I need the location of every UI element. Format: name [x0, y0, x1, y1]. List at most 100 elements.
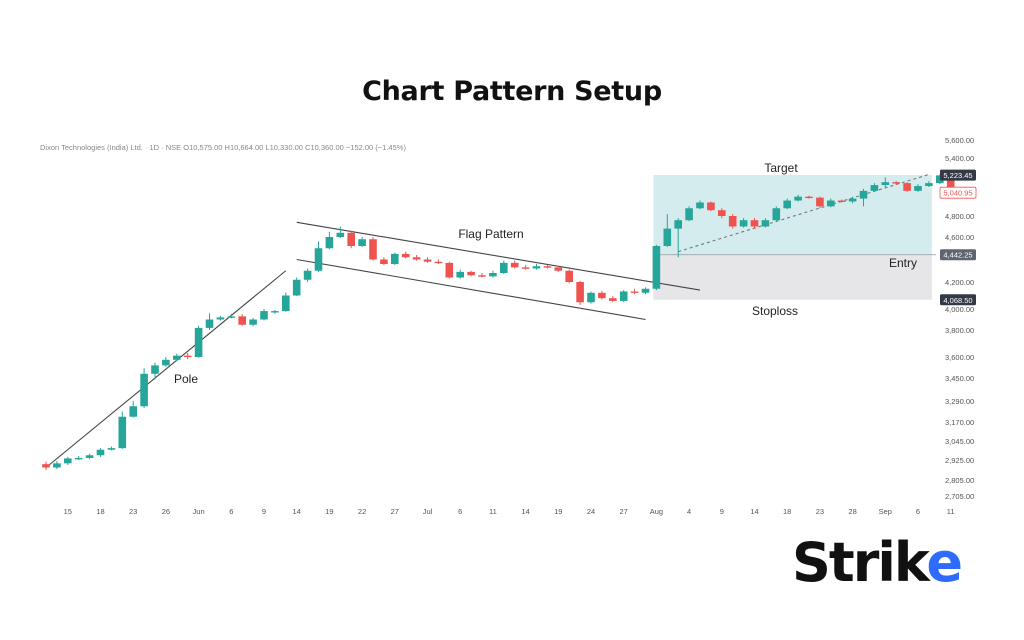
candle	[183, 352, 192, 360]
candle	[859, 188, 868, 207]
target-label: Target	[764, 161, 798, 175]
x-tick-label: 27	[620, 507, 628, 516]
price-tag-label: 5,223.45	[943, 171, 972, 180]
candle	[423, 257, 432, 263]
candle-body	[805, 196, 813, 199]
candle	[118, 411, 127, 449]
candle-body	[696, 202, 704, 209]
candle	[194, 325, 203, 358]
candle-body	[325, 237, 334, 249]
candle	[532, 264, 541, 270]
annotation-layer: Pole Flag Pattern Target Entry Stoploss	[174, 161, 917, 386]
candle	[892, 181, 900, 186]
candle	[336, 226, 345, 239]
y-tick-label: 4,200.00	[945, 278, 974, 287]
pole-label: Pole	[174, 372, 198, 386]
candle	[489, 270, 497, 278]
candle	[598, 290, 606, 300]
candle	[358, 237, 366, 248]
candle-body	[412, 257, 421, 260]
candle-body	[227, 316, 236, 318]
candle-body	[685, 208, 693, 221]
candle-body	[489, 273, 497, 277]
candle	[391, 252, 399, 266]
candle	[292, 277, 301, 297]
axis-layer: 15 18 23 26 Jun 6 9 14 19 22 27 Jul 6 11 14 19 24 27 Aug 4 9…	[64, 136, 977, 516]
price-tag: 5,040.95	[939, 186, 977, 199]
brand-logo: Strike	[792, 536, 963, 590]
candle-body	[827, 200, 835, 207]
candle	[718, 208, 726, 219]
candle-body	[271, 311, 279, 313]
candle	[129, 401, 137, 418]
candle	[848, 196, 857, 204]
candle	[510, 260, 519, 269]
candle	[783, 198, 791, 210]
price-tag-label: 4,068.50	[943, 296, 972, 305]
candle	[554, 265, 563, 272]
candle-body	[903, 183, 911, 191]
candle	[914, 184, 922, 192]
candle-body	[881, 182, 890, 186]
candle	[543, 265, 552, 269]
candle	[663, 214, 672, 248]
candle-body	[96, 449, 105, 456]
x-tick-label: 14	[750, 507, 758, 516]
x-tick-label: 28	[848, 507, 856, 516]
candle-body	[707, 202, 715, 211]
candle-body	[565, 270, 573, 282]
entry-label: Entry	[889, 256, 917, 270]
candle-body	[336, 232, 345, 237]
price-tag: 4,442.25	[940, 249, 976, 261]
stoploss-label: Stoploss	[752, 304, 798, 318]
pole-trendline	[45, 270, 287, 468]
candle-body	[467, 271, 475, 276]
candle-body	[107, 448, 116, 450]
candle	[696, 200, 704, 210]
candle-body	[543, 266, 552, 268]
candle-body	[216, 317, 225, 320]
candle-body	[772, 208, 781, 221]
x-tick-label: 9	[720, 507, 724, 516]
candle	[750, 218, 759, 229]
candle-body	[129, 406, 137, 417]
x-tick-label: 27	[391, 507, 399, 516]
candle	[173, 353, 181, 362]
candle	[260, 309, 268, 321]
candle	[772, 206, 781, 222]
x-tick-label: 22	[358, 507, 366, 516]
candle	[380, 257, 388, 266]
candle	[881, 177, 890, 187]
candle-body	[914, 186, 922, 191]
candle	[434, 259, 443, 264]
candle	[641, 287, 650, 295]
candle-body	[739, 220, 748, 227]
candle-body	[761, 220, 770, 227]
x-tick-label: Sep	[879, 507, 892, 516]
candle-body	[532, 266, 541, 269]
candle	[870, 183, 879, 192]
candle-body	[249, 319, 257, 325]
candle	[151, 362, 159, 380]
y-tick-label: 2,805.00	[945, 476, 974, 485]
candle	[303, 268, 312, 282]
candle-body	[816, 197, 824, 207]
y-tick-label: 3,045.00	[945, 437, 974, 446]
candle	[925, 181, 933, 187]
candle-body	[151, 365, 159, 374]
x-tick-label: 11	[489, 507, 497, 516]
candle-body	[423, 259, 432, 262]
x-tick-label: 18	[783, 507, 791, 516]
candle-body	[456, 271, 464, 278]
x-tick-label: 9	[262, 507, 266, 516]
candle	[521, 265, 530, 270]
candle	[249, 317, 257, 327]
y-tick-label: 3,450.00	[945, 374, 974, 383]
candle-body	[42, 464, 50, 468]
candle	[903, 182, 911, 192]
candle	[794, 194, 802, 202]
candle-body	[358, 239, 366, 246]
price-tag: 5,223.45	[940, 169, 976, 181]
candle-body	[870, 185, 879, 191]
candle-body	[205, 319, 214, 328]
